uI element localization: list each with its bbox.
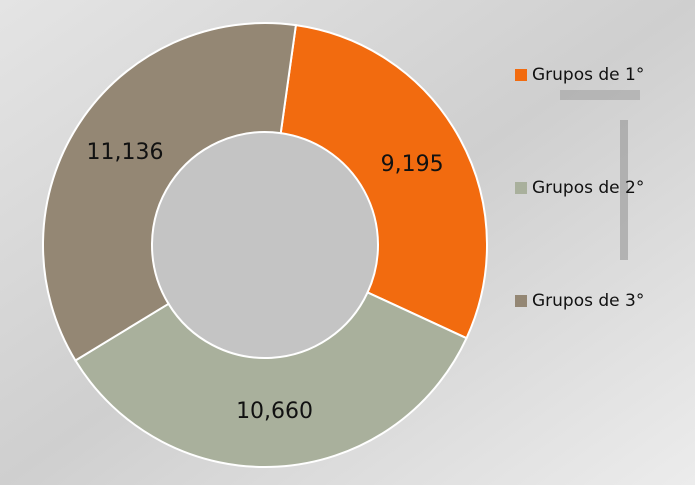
legend-swatch — [515, 69, 527, 81]
donut-hole — [152, 132, 378, 358]
data-label: 10,660 — [236, 399, 313, 424]
data-label: 9,195 — [381, 152, 444, 177]
chart: 9,195 10,660 11,136 Grupos de 1° Grupos de … — [0, 0, 695, 485]
background-shape — [560, 90, 640, 100]
legend-swatch — [515, 295, 527, 307]
legend-swatch — [515, 182, 527, 194]
legend-label: Grupos de 1° — [532, 65, 644, 85]
legend-label: Grupos de 2° — [532, 178, 644, 198]
legend-label: Grupos de 3° — [532, 291, 644, 311]
data-label: 11,136 — [87, 140, 164, 165]
